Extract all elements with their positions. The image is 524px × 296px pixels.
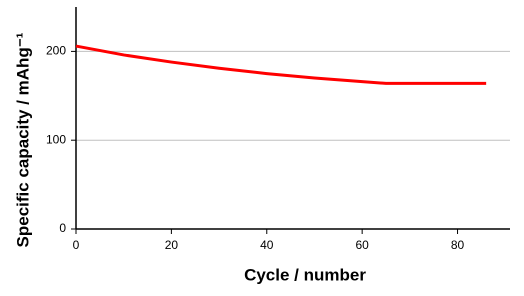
- x-tick-label: 60: [355, 238, 369, 252]
- y-tick-label: 100: [46, 132, 66, 146]
- y-tick-label: 0: [59, 221, 66, 235]
- data-line: [75, 44, 487, 85]
- x-tick-label: 20: [165, 238, 179, 252]
- x-tick-label: 80: [451, 238, 465, 252]
- x-tick-label: 0: [73, 238, 80, 252]
- y-tick-label: 200: [46, 44, 66, 58]
- y-axis-title: Specific capacity / mAhg⁻¹: [13, 32, 32, 247]
- x-axis-title: Cycle / number: [244, 265, 366, 284]
- x-tick-label: 40: [260, 238, 274, 252]
